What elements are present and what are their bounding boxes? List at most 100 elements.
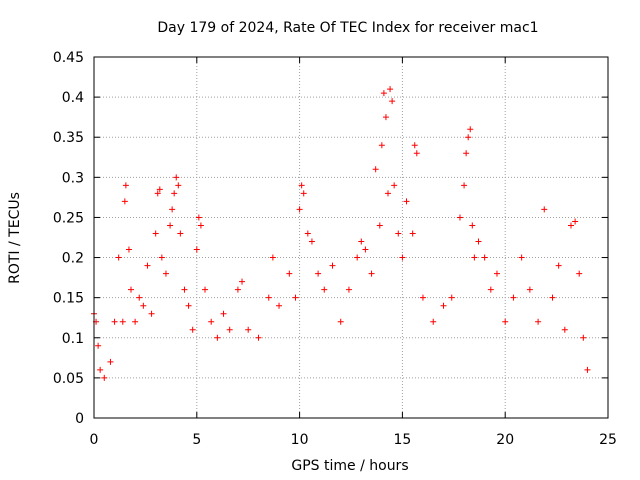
plot-frame [93, 56, 609, 419]
roti-point [169, 206, 176, 213]
roti-point [354, 254, 361, 261]
roti-point [465, 134, 472, 141]
roti-point [380, 90, 387, 97]
roti-point [292, 294, 299, 301]
roti-point [269, 254, 276, 261]
roti-point [448, 294, 455, 301]
roti-point [518, 254, 525, 261]
roti-point [245, 326, 252, 333]
roti-point [329, 262, 336, 269]
roti-point [440, 302, 447, 309]
roti-point [481, 254, 488, 261]
roti-point [148, 310, 155, 317]
roti-point [337, 318, 344, 325]
roti-point [368, 270, 375, 277]
y-tick-label: 0.05 [53, 371, 84, 387]
roti-point [411, 142, 418, 149]
roti-point [541, 206, 548, 213]
roti-point [461, 182, 468, 189]
roti-point [510, 294, 517, 301]
chart-title: Day 179 of 2024, Rate Of TEC Index for r… [157, 20, 538, 36]
roti-point [298, 182, 305, 189]
roti-point [467, 126, 474, 133]
roti-point [584, 366, 591, 373]
roti-point [167, 222, 174, 229]
roti-point [403, 198, 410, 205]
roti-point [413, 150, 420, 157]
roti-point [463, 150, 470, 157]
roti-point [177, 230, 184, 237]
x-tick-label: 20 [496, 432, 514, 448]
roti-point [419, 294, 426, 301]
roti-point [308, 238, 315, 245]
roti-point [567, 222, 574, 229]
roti-point [121, 198, 128, 205]
x-tick-label: 10 [291, 432, 309, 448]
roti-point [128, 286, 135, 293]
x-tick-label: 25 [599, 432, 617, 448]
roti-point [173, 174, 180, 181]
roti-point [555, 262, 562, 269]
roti-point [97, 366, 104, 373]
roti-point [95, 342, 102, 349]
roti-point [162, 270, 169, 277]
roti-point [144, 262, 151, 269]
roti-point [378, 142, 385, 149]
roti-point [220, 310, 227, 317]
roti-point [376, 222, 383, 229]
roti-point [487, 286, 494, 293]
roti-point [300, 190, 307, 197]
roti-point [382, 114, 389, 121]
roti-point [156, 186, 163, 193]
roti-point [395, 230, 402, 237]
roti-point [549, 294, 556, 301]
roti-point [132, 318, 139, 325]
roti-point [158, 254, 165, 261]
roti-point [430, 318, 437, 325]
y-tick-label: 0.45 [53, 50, 84, 66]
roti-point [171, 190, 178, 197]
roti-point [122, 182, 129, 189]
roti-point [387, 86, 394, 93]
y-tick-label: 0.3 [62, 170, 84, 186]
y-tick-label: 0.25 [53, 210, 84, 226]
roti-point [362, 246, 369, 253]
roti-point [580, 334, 587, 341]
grid-lines [94, 57, 608, 418]
roti-point [175, 182, 182, 189]
roti-point [409, 230, 416, 237]
y-tick-label: 0 [75, 411, 84, 427]
y-tick-label: 0.4 [62, 90, 84, 106]
y-tick-label: 0.1 [62, 331, 84, 347]
roti-point [304, 230, 311, 237]
x-axis-title: GPS time / hours [291, 458, 408, 474]
x-tick-label: 5 [192, 432, 201, 448]
roti-point [385, 190, 392, 197]
roti-point [471, 254, 478, 261]
roti-point [391, 182, 398, 189]
roti-point [372, 166, 379, 173]
roti-point [140, 302, 147, 309]
roti-point [152, 230, 159, 237]
roti-point [572, 218, 579, 225]
roti-point [255, 334, 262, 341]
roti-point [214, 334, 221, 341]
x-tick-label: 15 [393, 432, 411, 448]
roti-point [576, 270, 583, 277]
y-tick-label: 0.15 [53, 291, 84, 307]
roti-point [111, 318, 118, 325]
roti-point [475, 238, 482, 245]
roti-point [193, 246, 200, 253]
roti-point [315, 270, 322, 277]
y-tick-labels: 0 0.05 0.1 0.15 0.2 0.25 0.3 0.35 0.4 0.45 [53, 50, 84, 427]
roti-point [136, 294, 143, 301]
x-tick-labels: 0 5 10 15 20 25 [90, 432, 617, 448]
roti-point [358, 238, 365, 245]
roti-point [276, 302, 283, 309]
y-axis-title: ROTI / TECUs [7, 192, 23, 284]
roti-point [125, 246, 132, 253]
y-tick-label: 0.2 [62, 251, 84, 267]
roti-point [226, 326, 233, 333]
roti-point [234, 286, 241, 293]
